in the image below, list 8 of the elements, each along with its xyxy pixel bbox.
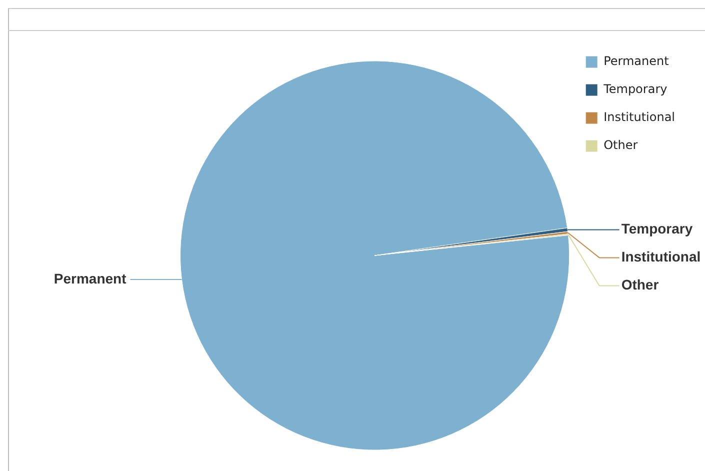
legend-label: Temporary: [602, 82, 668, 96]
slice-label: Institutional: [621, 248, 701, 265]
legend-label: Permanent: [604, 54, 670, 68]
slice-label: Other: [621, 276, 660, 293]
slice-label: Permanent: [54, 270, 127, 286]
slice-label: Temporary: [621, 220, 693, 237]
legend-label: Institutional: [604, 110, 675, 124]
legend-label: Other: [604, 138, 638, 152]
